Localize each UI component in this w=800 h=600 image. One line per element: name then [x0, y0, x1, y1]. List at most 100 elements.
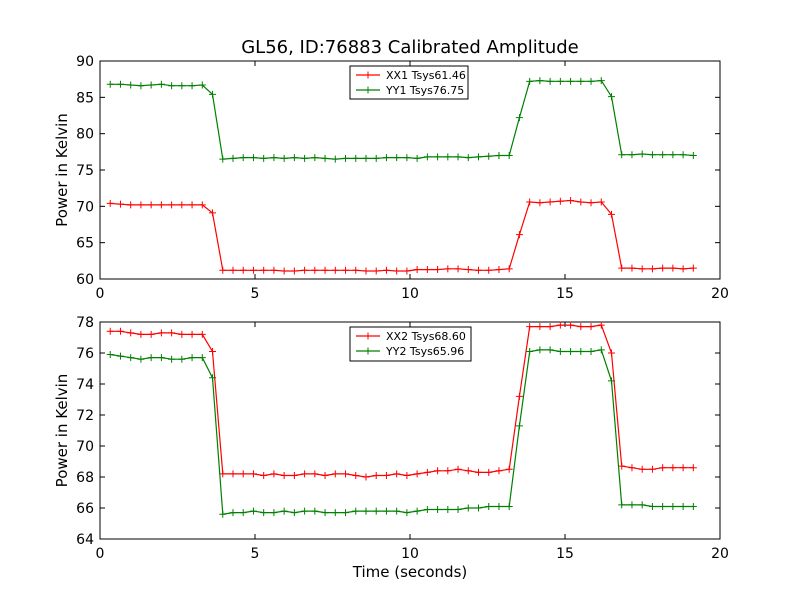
data-point: [290, 267, 298, 275]
data-point: [219, 470, 227, 478]
data-point: [597, 321, 605, 329]
data-point: [597, 198, 605, 206]
data-point: [239, 154, 247, 162]
data-point: [515, 114, 523, 122]
data-point: [608, 93, 615, 101]
data-point: [137, 201, 145, 209]
data-point: [106, 199, 114, 207]
data-point: [608, 349, 615, 357]
data-point: [587, 347, 595, 355]
data-point: [679, 265, 687, 273]
series-yy2: [106, 346, 697, 518]
data-point: [393, 267, 401, 275]
legend-label: YY1 Tsys76.75: [385, 84, 464, 97]
data-point: [362, 154, 370, 162]
data-point: [434, 266, 442, 274]
data-point: [362, 507, 370, 515]
legend-box: [349, 326, 472, 362]
data-point: [137, 330, 145, 338]
data-point: [434, 467, 442, 475]
data-point: [260, 266, 268, 274]
data-point: [188, 354, 196, 362]
data-point: [168, 329, 176, 337]
y-tick-label: 65: [76, 236, 94, 252]
data-point: [556, 321, 564, 329]
data-point: [536, 199, 544, 207]
data-point: [454, 465, 462, 473]
subplot-2: 0 5 10 15 20 64 66 68 70 72 74 76 78 Power in Kelvin T…: [53, 315, 729, 581]
data-point: [444, 506, 452, 514]
data-point: [331, 470, 339, 478]
data-point: [495, 502, 503, 510]
data-point: [485, 152, 493, 160]
data-point: [352, 507, 360, 515]
data-point: [178, 201, 186, 209]
y-tick-label: 78: [76, 315, 94, 331]
data-point: [188, 201, 196, 209]
data-point: [301, 507, 309, 515]
data-point: [638, 150, 646, 158]
data-point: [198, 201, 206, 209]
data-point: [495, 467, 503, 475]
data-point: [546, 346, 554, 354]
data-point: [249, 507, 257, 515]
data-point: [454, 506, 462, 514]
data-point: [536, 77, 544, 85]
data-point: [331, 509, 339, 517]
data-point: [669, 502, 677, 510]
y-tick-label: 70: [76, 199, 94, 215]
data-point: [331, 155, 339, 163]
x-tick-label: 20: [711, 286, 729, 302]
data-point: [546, 323, 554, 331]
series-xx2: [106, 321, 697, 481]
data-point: [342, 266, 350, 274]
data-point: [638, 465, 646, 473]
data-point: [270, 266, 278, 274]
data-point: [526, 198, 534, 206]
data-point: [618, 462, 626, 470]
series-yy1: [106, 77, 697, 163]
legend-marker: [364, 332, 372, 340]
data-point: [290, 471, 298, 479]
data-point: [434, 506, 442, 514]
y-tick-label: 90: [76, 54, 94, 70]
data-point: [393, 154, 401, 162]
data-point: [290, 509, 298, 517]
data-point: [127, 354, 135, 362]
data-point: [280, 267, 288, 275]
y-tick-label: 85: [76, 90, 94, 106]
data-point: [106, 327, 114, 335]
data-point: [679, 464, 687, 472]
y-tick-label: 72: [76, 408, 94, 424]
data-point: [628, 501, 636, 509]
data-point: [485, 502, 493, 510]
data-point: [372, 267, 380, 275]
data-point: [382, 266, 390, 274]
data-point: [280, 471, 288, 479]
data-point: [608, 377, 615, 385]
data-point: [260, 509, 268, 517]
data-point: [229, 509, 237, 517]
data-point: [669, 264, 677, 272]
data-point: [362, 267, 370, 275]
data-point: [116, 327, 124, 335]
data-point: [597, 346, 605, 354]
data-point: [659, 264, 667, 272]
data-point: [669, 151, 677, 159]
data-point: [628, 151, 636, 159]
data-point: [229, 470, 237, 478]
data-point: [475, 153, 483, 161]
data-point: [689, 264, 697, 272]
data-point: [342, 509, 350, 517]
series-line: [110, 79, 694, 160]
data-point: [311, 470, 319, 478]
data-point: [229, 266, 237, 274]
legend-label: XX2 Tsys68.60: [386, 330, 466, 343]
data-point: [137, 82, 145, 90]
data-point: [260, 471, 268, 479]
data-point: [321, 266, 329, 274]
data-point: [157, 354, 165, 362]
data-point: [587, 199, 595, 207]
data-point: [567, 321, 575, 329]
